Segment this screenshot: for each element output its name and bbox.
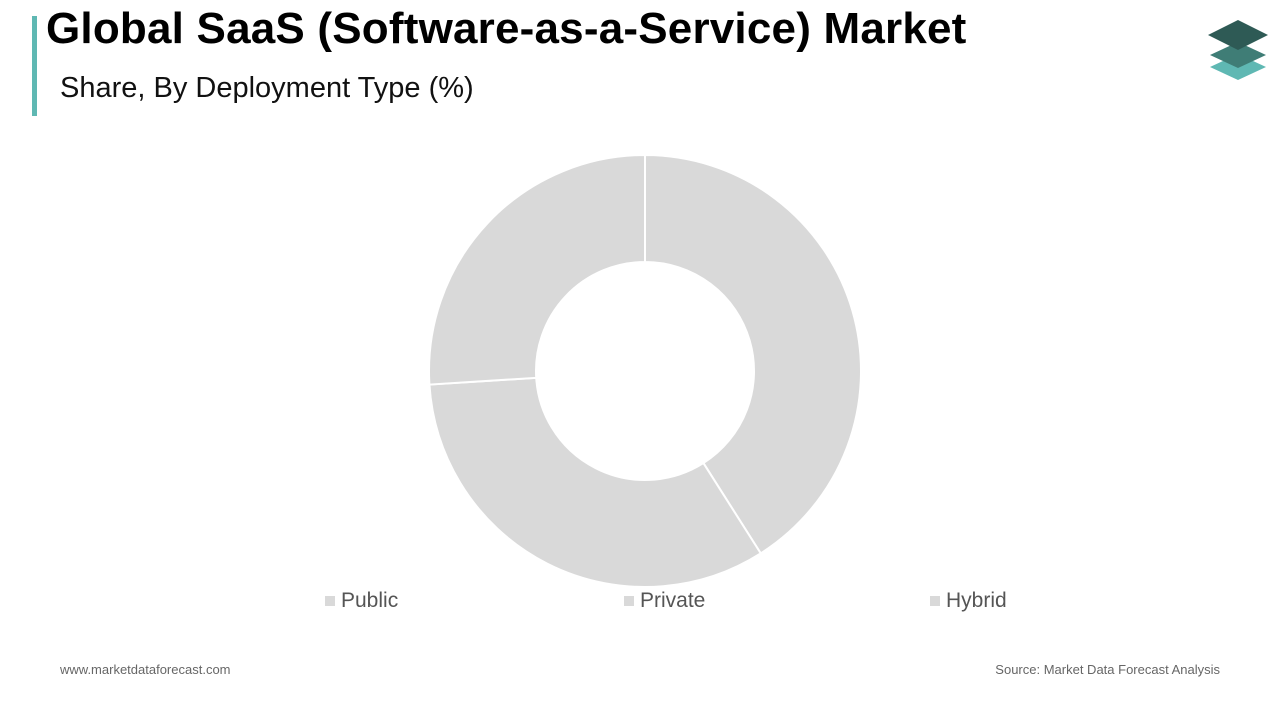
- legend-item-hybrid: Hybrid: [930, 588, 1007, 614]
- donut-slice-public: [644, 153, 862, 555]
- footer-source: Source: Market Data Forecast Analysis: [995, 662, 1220, 677]
- legend-swatch-private: [624, 596, 634, 606]
- footer-website: www.marketdataforecast.com: [60, 662, 231, 677]
- legend-label-public: Public: [341, 589, 399, 612]
- stacked-layers-icon: [1208, 20, 1268, 80]
- page-title: Global SaaS (Software-as-a-Service) Mark…: [46, 4, 967, 53]
- donut-slice-hybrid: [428, 153, 646, 386]
- legend-label-private: Private: [640, 589, 706, 612]
- legend-swatch-hybrid: [930, 596, 940, 606]
- legend-label-hybrid: Hybrid: [946, 589, 1007, 612]
- legend-swatch-public: [325, 596, 335, 606]
- legend-item-private: Private: [624, 588, 705, 614]
- page-subtitle: Share, By Deployment Type (%): [60, 72, 474, 104]
- title-accent-bar: [32, 16, 37, 116]
- legend-item-public: Public: [325, 588, 398, 614]
- donut-slice-private: [428, 376, 763, 588]
